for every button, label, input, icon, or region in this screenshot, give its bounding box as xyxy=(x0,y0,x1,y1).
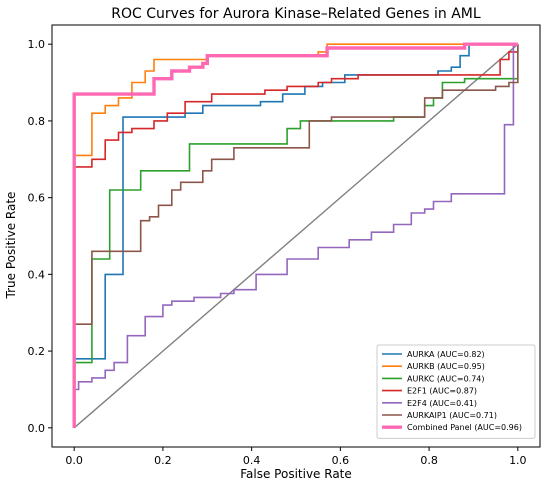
series-line-0 xyxy=(73,43,518,428)
series-line-1 xyxy=(73,43,518,428)
legend-label: AURKA (AUC=0.82) xyxy=(407,350,485,359)
x-tick-label: 0.6 xyxy=(332,454,350,467)
diagonal-reference-line xyxy=(73,43,519,429)
series-line-3 xyxy=(73,44,519,428)
legend-label: E2F4 (AUC=0.41) xyxy=(407,399,477,408)
x-tick-label: 0.2 xyxy=(154,454,172,467)
chart-title: ROC Curves for Aurora Kinase–Related Gen… xyxy=(111,6,481,22)
legend-label: AURKC (AUC=0.74) xyxy=(407,374,485,383)
plot-frame xyxy=(51,24,541,448)
legend: AURKA (AUC=0.82) AURKB (AUC=0.95) AURKC (A… xyxy=(376,344,536,439)
y-tick-label: 0.6 xyxy=(28,192,46,205)
x-tick-label: 1.0 xyxy=(509,454,527,467)
plot-area: 0.0 0.2 0.4 0.6 0.8 1.0 0.0 0.2 0.4 0.6 0.8 1.0 xyxy=(28,24,541,467)
y-axis-ticks: 0.0 0.2 0.4 0.6 0.8 1.0 xyxy=(28,38,52,435)
y-axis-label: True Positive Rate xyxy=(4,192,18,300)
y-tick-label: 0.4 xyxy=(28,268,46,281)
y-tick-label: 0.0 xyxy=(28,422,46,435)
x-axis-label: False Positive Rate xyxy=(240,467,352,481)
legend-label: AURKB (AUC=0.95) xyxy=(407,362,485,371)
legend-box xyxy=(376,344,536,439)
legend-label: AURKAIP1 (AUC=0.71) xyxy=(407,411,497,420)
legend-label: Combined Panel (AUC=0.96) xyxy=(407,423,522,432)
x-tick-label: 0.8 xyxy=(420,454,438,467)
x-axis-ticks: 0.0 0.2 0.4 0.6 0.8 1.0 xyxy=(65,447,527,467)
y-tick-label: 0.8 xyxy=(28,115,46,128)
series-line-4 xyxy=(73,43,518,428)
x-tick-label: 0.4 xyxy=(243,454,261,467)
series-line-5 xyxy=(73,44,519,428)
x-tick-label: 0.0 xyxy=(65,454,83,467)
series-line-6 xyxy=(72,42,518,428)
y-tick-label: 0.2 xyxy=(28,345,46,358)
y-tick-label: 1.0 xyxy=(28,38,46,51)
legend-label: E2F1 (AUC=0.87) xyxy=(407,387,477,396)
series-line-2 xyxy=(73,44,519,428)
series-lines xyxy=(72,42,519,429)
